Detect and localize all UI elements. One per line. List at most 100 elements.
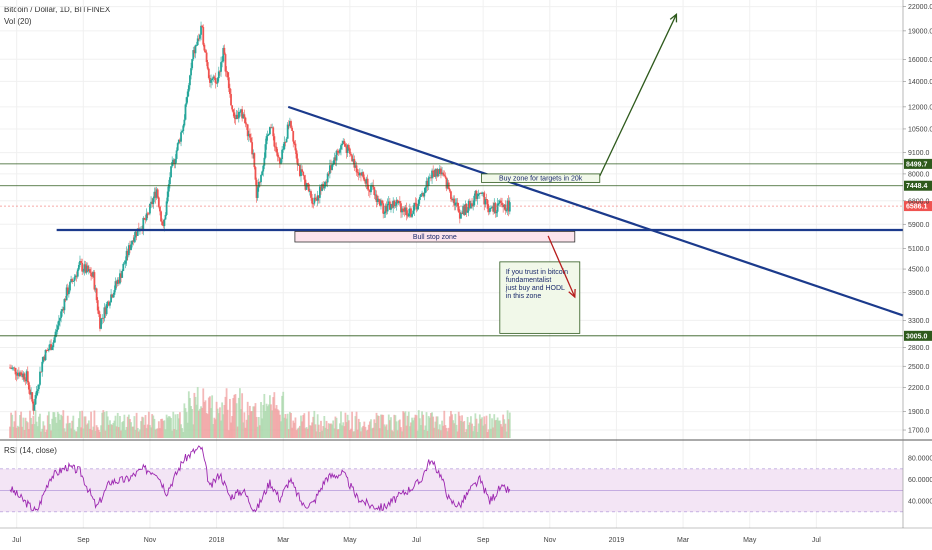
candle-body	[463, 205, 466, 215]
volume-bar	[143, 424, 146, 438]
volume-bar	[234, 394, 237, 438]
candle-body	[224, 54, 227, 72]
volume-bar	[460, 420, 462, 438]
candle-body	[338, 149, 341, 153]
volume-bar	[14, 410, 17, 438]
candle-body	[16, 372, 19, 376]
volume-bar	[11, 414, 14, 438]
volume-bar	[146, 424, 149, 438]
volume-bar	[307, 411, 310, 438]
volume-bar	[167, 416, 170, 438]
candle-body	[185, 97, 188, 105]
volume-bar	[35, 421, 38, 438]
volume-bar	[344, 412, 347, 438]
candle-body	[184, 104, 187, 120]
candle-body	[286, 124, 289, 139]
volume-bar	[395, 421, 398, 438]
candle-body	[170, 166, 172, 178]
candle-body	[142, 217, 145, 230]
candle-body	[50, 344, 52, 350]
volume-bar	[360, 431, 362, 438]
volume-bar	[445, 427, 448, 438]
candle-body	[133, 237, 136, 242]
volume-bar	[383, 424, 386, 438]
candle-body	[87, 269, 90, 272]
volume-bar	[61, 416, 64, 438]
candle-body	[201, 25, 204, 28]
candle-body	[326, 173, 329, 183]
volume-bar	[96, 427, 99, 438]
candle-body	[23, 373, 26, 380]
target-arrow-shaft	[599, 14, 678, 177]
candle-body	[175, 150, 178, 159]
volume-bar	[100, 425, 102, 438]
candle-body	[124, 260, 127, 264]
candle-body	[390, 204, 392, 210]
candle-body	[306, 183, 309, 185]
volume-bar	[41, 428, 44, 438]
candle-body	[456, 202, 459, 207]
candle-body	[246, 124, 249, 137]
volume-bar	[230, 422, 232, 438]
candle-body	[206, 62, 209, 69]
volume-bar	[320, 420, 322, 438]
time-tick-label: Nov	[144, 537, 157, 544]
volume-bar	[209, 396, 211, 438]
candle-body	[40, 371, 42, 373]
volume-bar	[246, 401, 249, 438]
volume-bar	[426, 430, 429, 438]
candle-body	[67, 290, 70, 295]
candle-body	[363, 177, 366, 180]
candle-body	[416, 205, 419, 210]
candle-body	[54, 331, 57, 338]
rsi-panel	[0, 445, 903, 513]
volume-bar	[220, 420, 222, 438]
volume-bar	[236, 426, 239, 438]
volume-bar	[10, 412, 13, 438]
volume-bar	[311, 422, 314, 438]
drawings: Buy zone for targets in 20k Bull stop zon…	[56, 12, 904, 334]
candle-body	[232, 109, 235, 113]
candle-body	[370, 185, 372, 193]
time-tick-label: Jul	[12, 537, 21, 544]
candle-body	[294, 143, 297, 151]
candle-body	[94, 288, 97, 290]
volume-bar	[472, 431, 475, 438]
candle-body	[290, 121, 292, 128]
volume-bar	[16, 425, 19, 438]
candle-body	[506, 200, 509, 211]
candle-body	[74, 275, 77, 278]
volume-bar	[315, 431, 318, 438]
candle-body	[32, 401, 35, 411]
volume-bar	[50, 430, 52, 438]
candle-body	[508, 202, 511, 212]
volume-bar	[422, 414, 425, 438]
volume-bar	[310, 425, 312, 438]
candle-body	[155, 189, 158, 198]
volume-bar	[352, 431, 355, 438]
volume-bar	[73, 429, 76, 438]
candle-body	[485, 198, 488, 201]
volume-bar	[413, 417, 416, 438]
candle-body	[34, 395, 37, 405]
volume-bar	[345, 422, 348, 438]
volume-bar	[482, 425, 485, 438]
time-tick-label: Nov	[544, 537, 557, 544]
candle-body	[70, 279, 72, 283]
candle-body	[361, 172, 363, 176]
candle-body	[196, 38, 199, 46]
candle-body	[434, 168, 437, 177]
volume-bar	[283, 417, 286, 438]
volume-bar	[15, 427, 18, 438]
volume-bar	[361, 427, 363, 438]
volume-bar	[154, 429, 157, 438]
candle-body	[440, 168, 442, 175]
candle-body	[348, 148, 351, 154]
volume-bar	[189, 398, 191, 438]
volume-bar	[494, 420, 497, 438]
volume-bar	[210, 408, 212, 438]
volume-bar	[121, 422, 124, 438]
candle-body	[265, 136, 268, 145]
candle-body	[269, 127, 271, 135]
